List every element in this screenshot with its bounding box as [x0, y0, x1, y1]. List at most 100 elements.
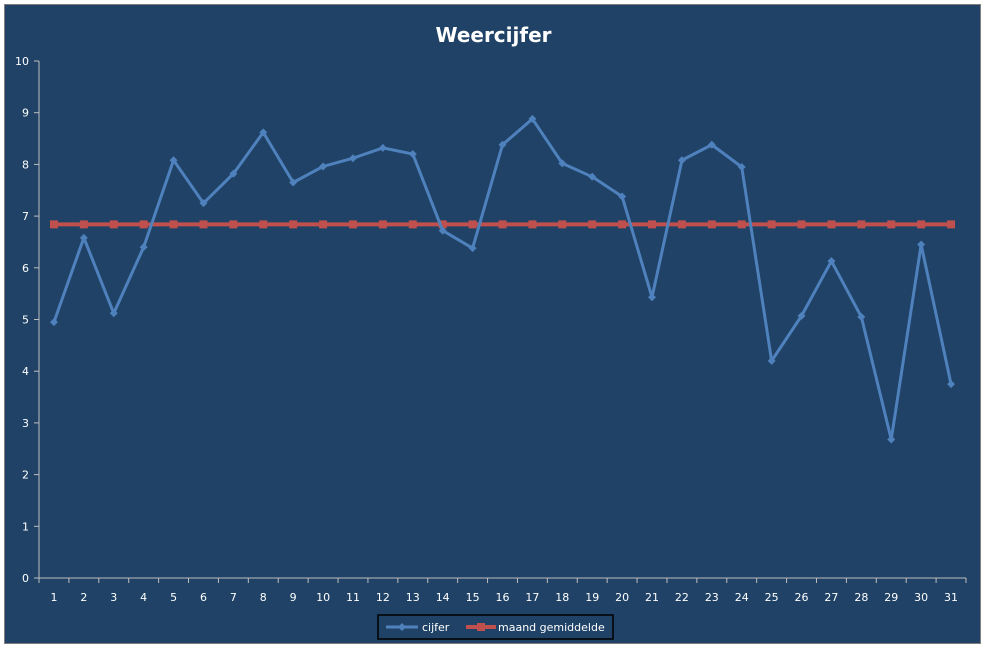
legend-label-maand-gemiddelde: maand gemiddelde — [498, 621, 605, 634]
data-point-cijfer — [49, 318, 58, 327]
data-point-maand-gemiddelde — [49, 220, 58, 229]
data-point-maand-gemiddelde — [229, 220, 238, 229]
data-point-maand-gemiddelde — [558, 220, 567, 229]
data-point-cijfer — [319, 162, 328, 171]
data-point-cijfer — [348, 154, 357, 163]
data-point-maand-gemiddelde — [797, 220, 806, 229]
data-point-maand-gemiddelde — [588, 220, 597, 229]
data-point-cijfer — [947, 380, 956, 389]
legend-label-cijfer: cijfer — [422, 621, 450, 634]
data-point-cijfer — [887, 435, 896, 444]
data-point-maand-gemiddelde — [618, 220, 627, 229]
data-point-cijfer — [468, 244, 477, 253]
y-tick-label: 6 — [22, 262, 29, 275]
x-tick-label: 17 — [525, 591, 539, 604]
x-tick-label: 10 — [316, 591, 330, 604]
data-point-cijfer — [378, 143, 387, 152]
data-point-maand-gemiddelde — [947, 220, 956, 229]
data-point-maand-gemiddelde — [438, 220, 447, 229]
y-tick-label: 4 — [22, 365, 29, 378]
x-tick-label: 29 — [884, 591, 898, 604]
y-tick-label: 5 — [22, 314, 29, 327]
data-point-maand-gemiddelde — [677, 220, 686, 229]
x-tick-label: 12 — [376, 591, 390, 604]
data-point-maand-gemiddelde — [109, 220, 118, 229]
x-tick-label: 30 — [914, 591, 928, 604]
data-point-maand-gemiddelde — [408, 220, 417, 229]
x-tick-label: 31 — [944, 591, 958, 604]
x-tick-label: 22 — [675, 591, 689, 604]
x-tick-label: 16 — [496, 591, 510, 604]
x-tick-label: 6 — [200, 591, 207, 604]
x-tick-label: 28 — [854, 591, 868, 604]
x-tick-label: 23 — [705, 591, 719, 604]
data-point-cijfer — [767, 356, 776, 365]
x-tick-label: 2 — [80, 591, 87, 604]
data-point-maand-gemiddelde — [498, 220, 507, 229]
y-tick-label: 8 — [22, 158, 29, 171]
x-tick-label: 5 — [170, 591, 177, 604]
data-point-cijfer — [618, 192, 627, 201]
data-point-maand-gemiddelde — [199, 220, 208, 229]
data-point-maand-gemiddelde — [289, 220, 298, 229]
data-point-cijfer — [677, 156, 686, 165]
x-tick-label: 24 — [735, 591, 749, 604]
x-tick-label: 1 — [50, 591, 57, 604]
data-point-cijfer — [289, 178, 298, 187]
data-point-maand-gemiddelde — [169, 220, 178, 229]
x-tick-label: 8 — [260, 591, 267, 604]
y-tick-label: 3 — [22, 417, 29, 430]
x-tick-label: 3 — [110, 591, 117, 604]
data-point-cijfer — [558, 159, 567, 168]
data-point-cijfer — [139, 243, 148, 252]
data-point-maand-gemiddelde — [737, 220, 746, 229]
data-point-cijfer — [857, 312, 866, 321]
data-point-maand-gemiddelde — [887, 220, 896, 229]
x-tick-label: 25 — [765, 591, 779, 604]
data-point-cijfer — [707, 140, 716, 149]
data-point-cijfer — [588, 172, 597, 181]
data-point-maand-gemiddelde — [767, 220, 776, 229]
x-tick-label: 9 — [290, 591, 297, 604]
y-tick-label: 10 — [15, 55, 29, 68]
data-point-maand-gemiddelde — [79, 220, 88, 229]
data-point-maand-gemiddelde — [917, 220, 926, 229]
x-tick-label: 19 — [585, 591, 599, 604]
y-tick-label: 2 — [22, 469, 29, 482]
data-point-maand-gemiddelde — [468, 220, 477, 229]
data-point-cijfer — [169, 156, 178, 165]
x-tick-label: 20 — [615, 591, 629, 604]
legend-marker-maand-gemiddelde — [477, 623, 485, 631]
x-tick-label: 27 — [824, 591, 838, 604]
x-tick-label: 15 — [466, 591, 480, 604]
x-tick-label: 4 — [140, 591, 147, 604]
x-tick-label: 7 — [230, 591, 237, 604]
data-point-maand-gemiddelde — [528, 220, 537, 229]
data-point-cijfer — [737, 162, 746, 171]
data-point-cijfer — [408, 150, 417, 159]
x-tick-label: 26 — [795, 591, 809, 604]
chart-title: Weercijfer — [435, 23, 552, 47]
y-tick-label: 0 — [22, 572, 29, 585]
data-point-maand-gemiddelde — [827, 220, 836, 229]
data-point-maand-gemiddelde — [857, 220, 866, 229]
data-point-cijfer — [109, 309, 118, 318]
data-point-cijfer — [827, 257, 836, 266]
x-tick-label: 18 — [555, 591, 569, 604]
data-point-maand-gemiddelde — [319, 220, 328, 229]
x-tick-label: 13 — [406, 591, 420, 604]
legend-box — [377, 614, 614, 640]
y-tick-label: 1 — [22, 520, 29, 533]
y-tick-label: 9 — [22, 107, 29, 120]
data-point-cijfer — [259, 128, 268, 137]
data-point-cijfer — [917, 240, 926, 249]
data-point-maand-gemiddelde — [139, 220, 148, 229]
data-point-maand-gemiddelde — [648, 220, 657, 229]
data-point-maand-gemiddelde — [348, 220, 357, 229]
x-tick-label: 21 — [645, 591, 659, 604]
chart-area: Weercijfer 0 1 2 3 4 5 6 7 8 9 10 1 2 3 4 5 6 7 8 9 10 11 12 13… — [4, 4, 981, 644]
data-point-cijfer — [229, 169, 238, 178]
data-point-maand-gemiddelde — [707, 220, 716, 229]
x-tick-label: 11 — [346, 591, 360, 604]
